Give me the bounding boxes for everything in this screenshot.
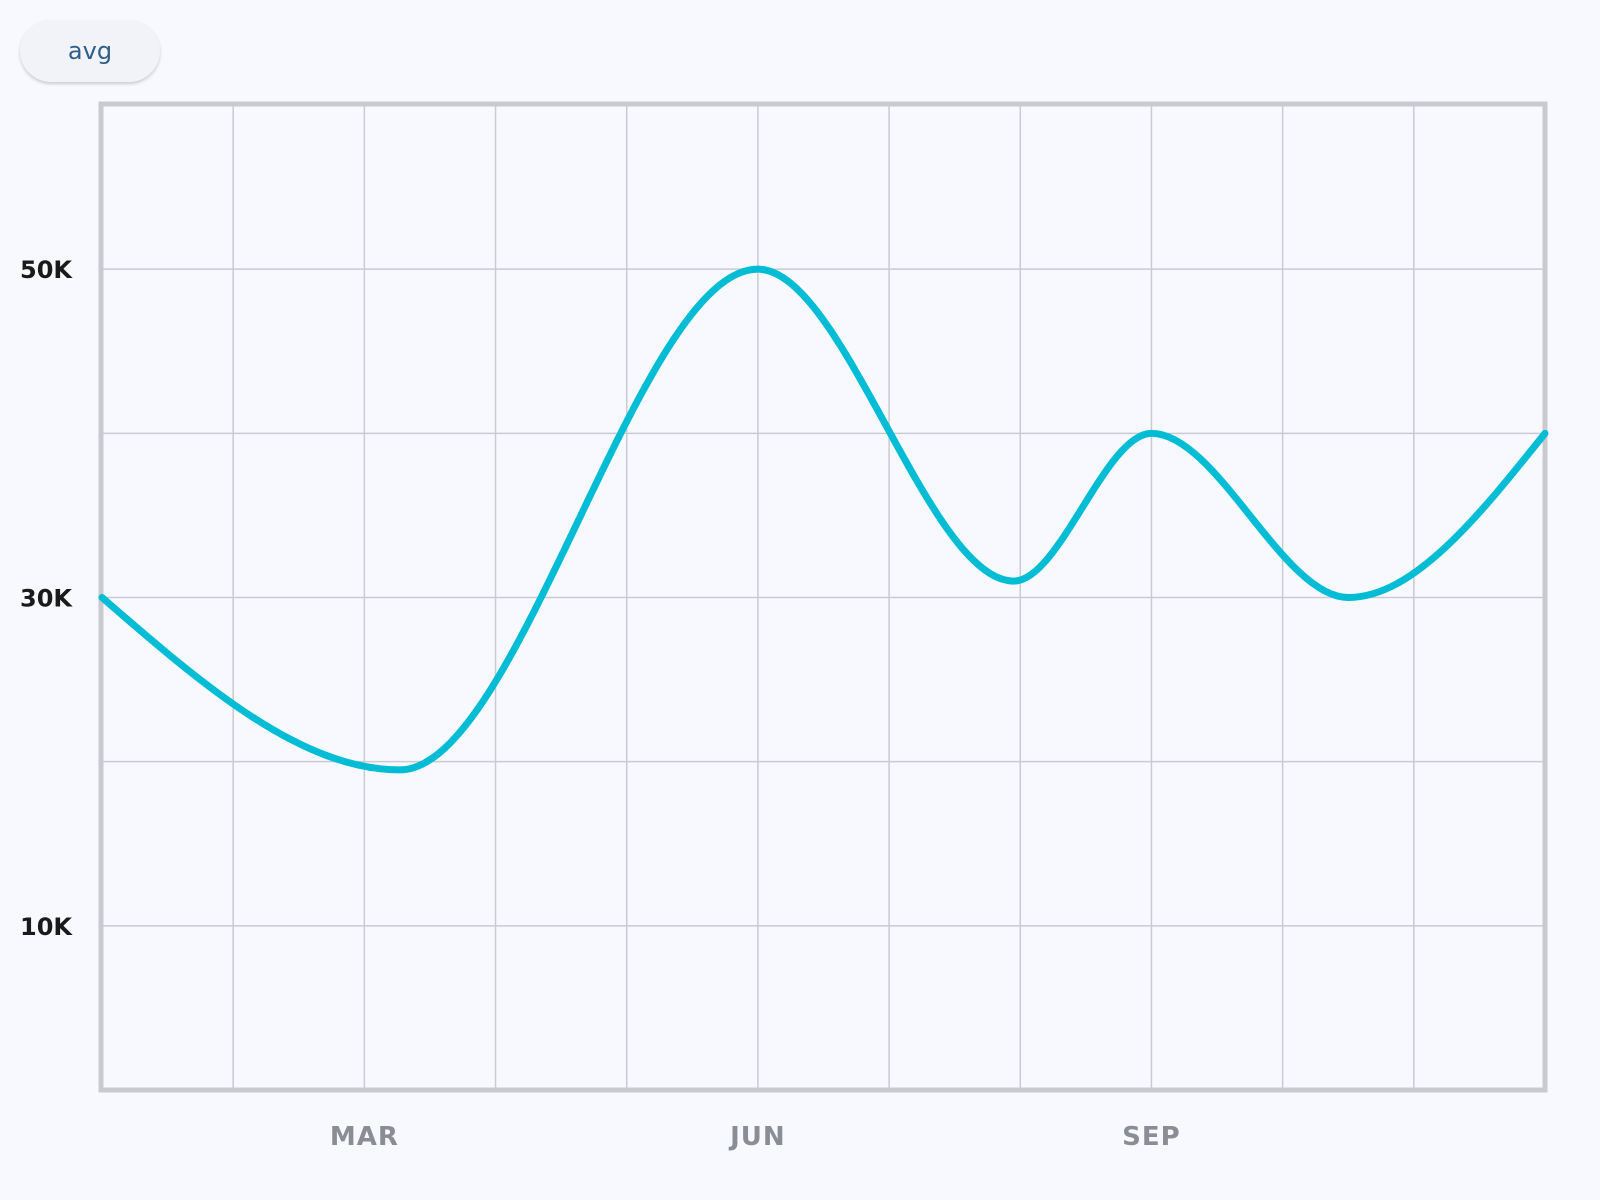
avg-button[interactable]: avg (20, 20, 160, 82)
x-tick-label: MAR (330, 1122, 399, 1152)
y-tick-label: 30K (20, 585, 73, 613)
grid (101, 105, 1546, 1090)
series-line (98, 265, 1549, 774)
y-tick-label: 50K (20, 256, 73, 284)
x-tick-label: SEP (1122, 1122, 1181, 1152)
x-axis: MAR JUN SEP (330, 1122, 1181, 1152)
y-axis: 10K 30K 50K (20, 256, 73, 941)
y-tick-label: 10K (20, 913, 73, 941)
series (98, 265, 1549, 774)
x-tick-label: JUN (728, 1122, 786, 1152)
